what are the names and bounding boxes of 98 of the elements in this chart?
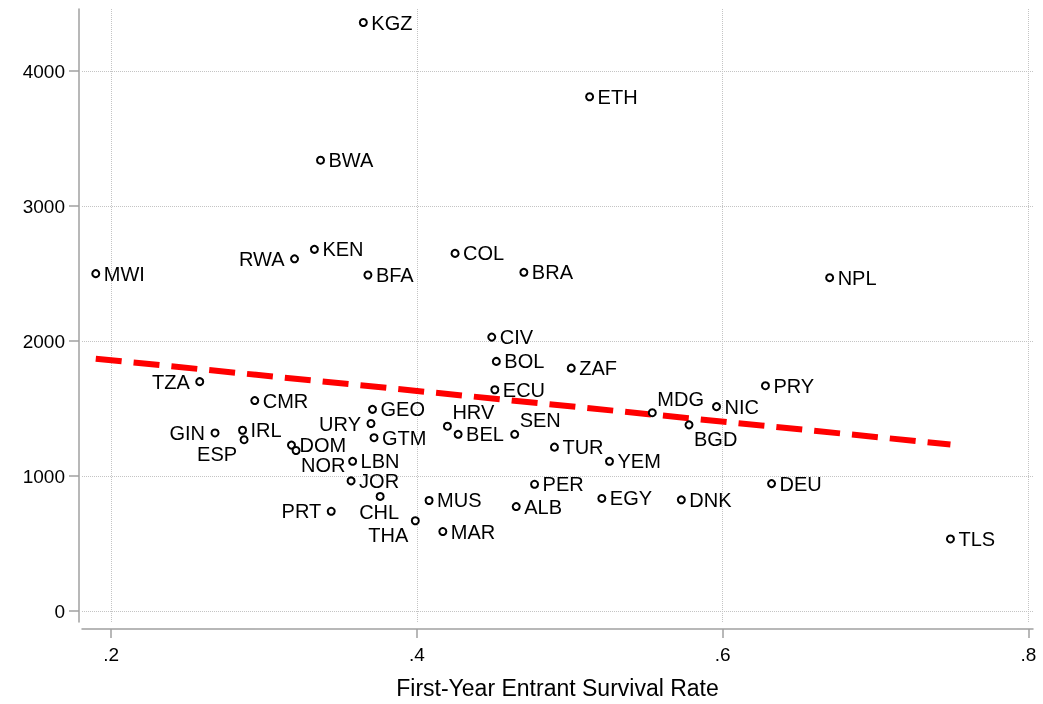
data-label: TUR [562, 436, 604, 459]
point [647, 408, 657, 418]
data-label: MUS [437, 489, 482, 512]
point [585, 92, 595, 102]
point [309, 244, 319, 254]
data-label: PRT [281, 500, 322, 523]
point [410, 516, 420, 526]
point [316, 155, 326, 165]
y-tick-label: 4000 [22, 60, 65, 82]
data-label: KGZ [371, 11, 413, 34]
x-tick-label: .2 [103, 644, 119, 665]
y-tick-label: 0 [54, 600, 65, 622]
point [91, 269, 101, 279]
point [510, 429, 520, 439]
x-tick-label: .4 [408, 644, 426, 665]
point [438, 527, 448, 537]
point [366, 419, 376, 429]
data-label: GIN [169, 421, 206, 444]
data-label: THA [368, 523, 409, 546]
point [291, 446, 301, 456]
point [490, 385, 500, 395]
data-label: BRA [531, 261, 574, 284]
point [566, 363, 576, 373]
point [487, 332, 497, 342]
data-label: PER [542, 473, 584, 496]
data-label: NPL [837, 266, 877, 289]
x-tick-label: .8 [1020, 644, 1037, 665]
data-label: ECU [502, 378, 546, 401]
point [346, 476, 356, 486]
point [250, 396, 260, 406]
data-label: ALB [524, 495, 563, 518]
point [363, 270, 373, 280]
data-label: MAR [450, 520, 496, 543]
data-label: COL [463, 242, 505, 265]
y-tick-label: 2000 [22, 330, 65, 352]
point [712, 402, 722, 412]
data-label: ETH [597, 85, 638, 108]
point [684, 420, 694, 430]
y-tick-label: 1000 [22, 465, 65, 487]
x-axis-title: First-Year Entrant Survival Rate [396, 674, 719, 701]
point [519, 267, 529, 277]
y-tick-label: 3000 [22, 195, 65, 217]
data-label: ZAF [579, 357, 618, 380]
point [450, 248, 460, 258]
data-label: DNK [689, 488, 733, 511]
data-label: BFA [375, 263, 415, 286]
data-label: MWI [103, 262, 145, 285]
point [676, 495, 686, 505]
point [604, 456, 614, 466]
point [290, 254, 300, 264]
point [825, 273, 835, 283]
data-label: CHL [359, 501, 400, 524]
data-label: MDG [657, 387, 704, 410]
data-label: TZA [151, 370, 191, 393]
data-label: GTM [382, 426, 427, 449]
point [369, 433, 379, 443]
data-label: BEL [466, 423, 504, 446]
data-label: BOL [504, 350, 545, 373]
x-tick-label: .6 [714, 644, 731, 665]
point [424, 495, 434, 505]
data-label: ESP [197, 442, 238, 465]
point [286, 440, 296, 450]
point [375, 491, 385, 501]
point [368, 404, 377, 414]
point [597, 493, 607, 503]
data-label: IRL [250, 419, 282, 442]
point [238, 425, 248, 435]
data-label: SEN [519, 409, 561, 432]
point [195, 377, 205, 387]
point [767, 479, 777, 489]
data-label: BGD [693, 427, 738, 450]
point [511, 502, 521, 512]
point [760, 381, 770, 391]
data-label: URY [319, 412, 361, 435]
point [945, 534, 955, 544]
data-label: DEU [779, 472, 822, 495]
data-label: KEN [322, 238, 364, 261]
point [210, 428, 220, 438]
data-label: PRY [773, 374, 815, 397]
point [549, 442, 559, 452]
data-label: BWA [328, 149, 374, 172]
point [491, 356, 501, 366]
data-label: EGY [609, 487, 653, 510]
point [442, 421, 452, 431]
point [326, 506, 336, 516]
point [239, 435, 249, 445]
data-label: TLS [958, 527, 996, 550]
data-label: HRV [452, 401, 495, 424]
data-label: NIC [724, 395, 759, 418]
data-label: YEM [617, 450, 661, 473]
point [530, 479, 540, 489]
point [348, 456, 358, 466]
point [453, 429, 463, 439]
data-label: CMR [262, 389, 309, 412]
point [358, 18, 368, 27]
data-label: RWA [238, 247, 286, 270]
data-label: GEO [380, 398, 425, 421]
data-label: CIV [499, 326, 534, 349]
